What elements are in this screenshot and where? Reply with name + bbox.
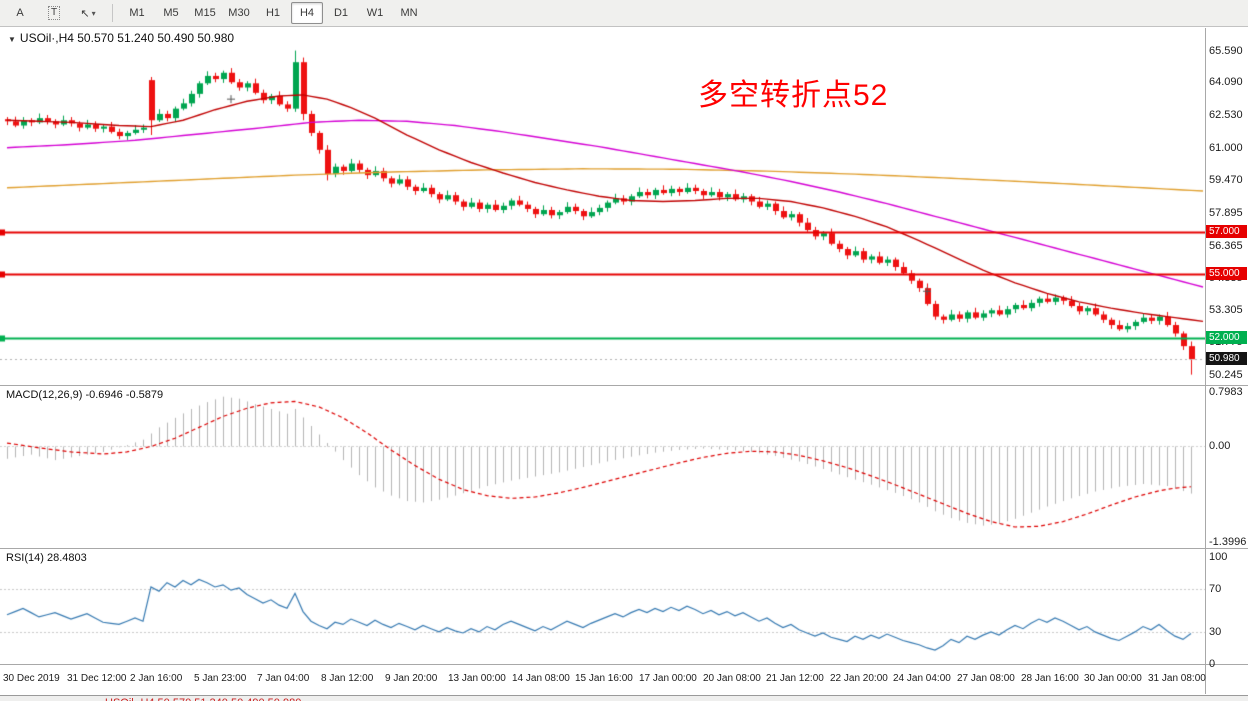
rsi-axis-tick: 30 <box>1209 626 1222 638</box>
time-axis-label: 21 Jan 12:00 <box>766 673 824 684</box>
time-axis-label: 30 Dec 2019 <box>3 673 60 684</box>
time-axis-label: 17 Jan 00:00 <box>639 673 697 684</box>
panel-separator[interactable] <box>0 548 1248 549</box>
time-axis-label: 8 Jan 12:00 <box>321 673 374 684</box>
symbol-ohlc-text: USOil·,H4 50.570 51.240 50.490 50.980 <box>19 31 235 45</box>
cursor-icon: ↖ <box>80 7 90 20</box>
toolbar-separator <box>112 4 113 22</box>
time-axis-label: 2 Jan 16:00 <box>130 673 183 684</box>
collapse-triangle-icon: ▼ <box>8 35 16 44</box>
macd-indicator-panel[interactable] <box>0 386 1205 548</box>
rsi-axis-tick: 100 <box>1209 551 1228 563</box>
price-level-badge: 55.000 <box>1206 267 1247 280</box>
time-axis-label: 22 Jan 20:00 <box>830 673 888 684</box>
time-axis-label: 5 Jan 23:00 <box>194 673 247 684</box>
timeframe-button-w1[interactable]: W1 <box>366 7 384 19</box>
price-axis-tick: 65.590 <box>1209 45 1243 57</box>
time-axis-label: 9 Jan 20:00 <box>385 673 438 684</box>
time-axis-label: 30 Jan 00:00 <box>1084 673 1142 684</box>
price-axis-tick: 62.530 <box>1209 109 1243 121</box>
rsi-label: RSI(14) 28.4803 <box>6 552 87 564</box>
main-price-chart[interactable] <box>0 28 1205 385</box>
price-axis-tick: 50.245 <box>1209 369 1243 381</box>
chart-annotation-text: 多空转折点52 <box>698 79 889 112</box>
text-tool-icon: T <box>47 6 61 20</box>
timeframe-button-m1[interactable]: M1 <box>129 7 145 19</box>
macd-label: MACD(12,26,9) -0.6946 -0.5879 <box>6 389 164 401</box>
timeframe-button-d1[interactable]: D1 <box>333 7 349 19</box>
price-axis-tick: 64.090 <box>1209 76 1243 88</box>
timeframe-button-h1[interactable]: H1 <box>265 7 281 19</box>
price-axis-tick: 51.775 <box>1209 336 1243 348</box>
timeframe-button-m30[interactable]: M30 <box>228 7 250 19</box>
time-axis-label: 7 Jan 04:00 <box>257 673 310 684</box>
text-tool-button[interactable]: T <box>38 2 70 24</box>
chevron-down-icon: ▾ <box>91 8 96 18</box>
rsi-axis-tick: 70 <box>1209 583 1222 595</box>
label-tool-button[interactable]: A <box>16 7 24 19</box>
price-axis-tick: 57.895 <box>1209 207 1243 219</box>
price-axis-tick: 53.305 <box>1209 304 1243 316</box>
toolbar: A T ↖ ▾ M1 M5 M15 M30 H1 H4 D1 W1 MN <box>0 0 1248 27</box>
time-axis-label: 24 Jan 04:00 <box>893 673 951 684</box>
price-axis-tick: 54.835 <box>1209 272 1243 284</box>
rsi-indicator-panel[interactable] <box>0 549 1205 664</box>
panel-separator <box>0 664 1248 665</box>
time-axis-label: 14 Jan 08:00 <box>512 673 570 684</box>
current-price-badge: 50.980 <box>1206 352 1247 365</box>
time-axis-label: 13 Jan 00:00 <box>448 673 506 684</box>
macd-axis-tick: 0.00 <box>1209 440 1231 452</box>
panel-separator[interactable] <box>0 385 1248 386</box>
price-axis-tick: 59.470 <box>1209 174 1243 186</box>
macd-axis-tick: -1.3996 <box>1209 536 1247 548</box>
time-axis-label: 31 Jan 08:00 <box>1148 673 1206 684</box>
time-axis-label: 28 Jan 16:00 <box>1021 673 1079 684</box>
next-chart-window-clipped: USOil·,H4 50.570 51.240 50.490 50.980 <box>0 695 1248 701</box>
timeframe-button-m5[interactable]: M5 <box>163 7 179 19</box>
time-axis-label: 31 Dec 12:00 <box>67 673 127 684</box>
timeframe-button-h4[interactable]: H4 <box>291 2 323 24</box>
clipped-chart-title: USOil·,H4 50.570 51.240 50.490 50.980 <box>105 697 301 701</box>
timeframe-button-m15[interactable]: M15 <box>194 7 216 19</box>
price-axis-tick: 61.000 <box>1209 142 1243 154</box>
time-axis-label: 15 Jan 16:00 <box>575 673 633 684</box>
chart-title: ▼ USOil·,H4 50.570 51.240 50.490 50.980 <box>8 31 234 45</box>
price-axis-tick: 56.365 <box>1209 240 1243 252</box>
price-axis-border <box>1205 28 1206 694</box>
macd-axis-tick: 0.7983 <box>1209 386 1243 398</box>
timeframe-button-mn[interactable]: MN <box>400 7 418 19</box>
time-axis-label: 27 Jan 08:00 <box>957 673 1015 684</box>
price-level-badge: 57.000 <box>1206 225 1247 238</box>
cursor-tool-button[interactable]: ↖ ▾ <box>72 2 104 24</box>
time-axis-label: 20 Jan 08:00 <box>703 673 761 684</box>
price-level-badge: 52.000 <box>1206 331 1247 344</box>
